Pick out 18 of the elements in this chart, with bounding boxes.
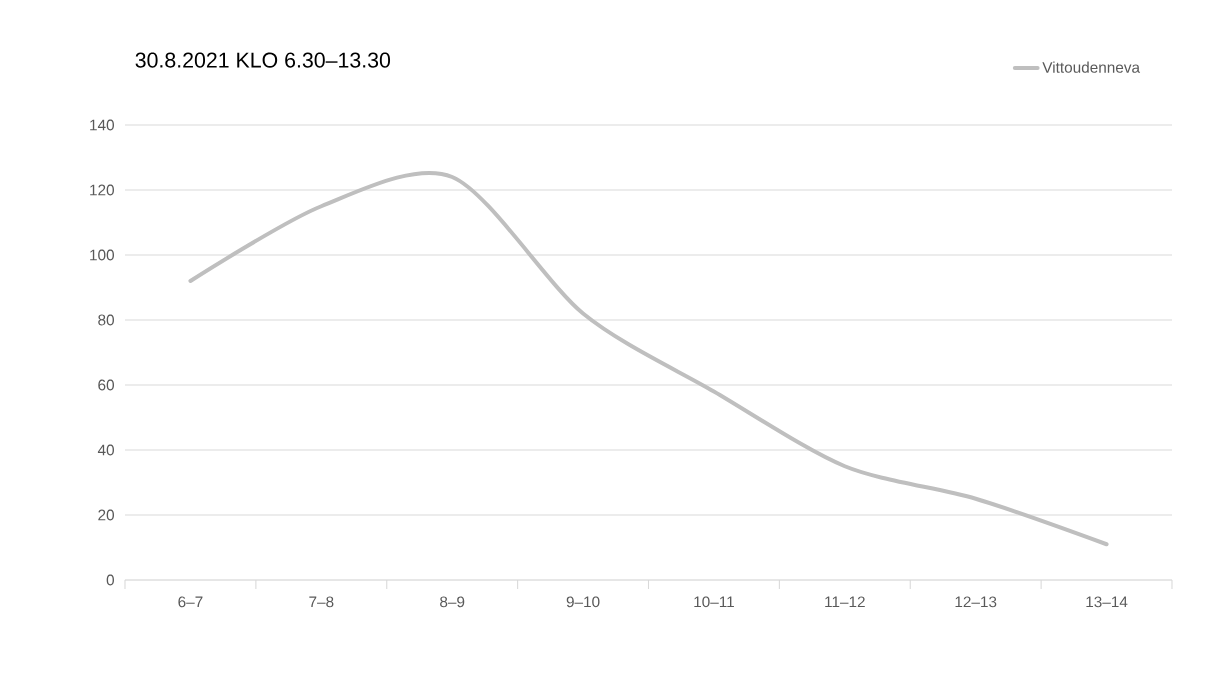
y-tick-label: 60 (98, 379, 114, 391)
y-tick-label: 100 (90, 249, 114, 261)
y-tick-label: 0 (106, 574, 114, 586)
y-tick-label: 40 (97, 444, 114, 456)
y-tick-label: 120 (90, 184, 114, 196)
y-tick-label: 80 (98, 314, 114, 326)
x-tick-label: 10–11 (694, 596, 734, 608)
y-tick-label: 140 (90, 119, 114, 131)
x-tick-label: 6–7 (178, 596, 203, 608)
legend-label: Vittoudenneva (1042, 61, 1141, 73)
x-tick-label: 9–10 (566, 596, 600, 608)
x-tick-label: 7–8 (309, 596, 334, 608)
x-tick-label: 11–12 (825, 596, 865, 608)
x-tick-label: 8–9 (440, 596, 465, 608)
y-tick-label: 20 (98, 509, 114, 521)
chart-title: 30.8.2021 KLO 6.30–13.30 (135, 52, 391, 68)
x-tick-label: 12–13 (955, 596, 997, 608)
x-tick-label: 13–14 (1086, 596, 1128, 608)
